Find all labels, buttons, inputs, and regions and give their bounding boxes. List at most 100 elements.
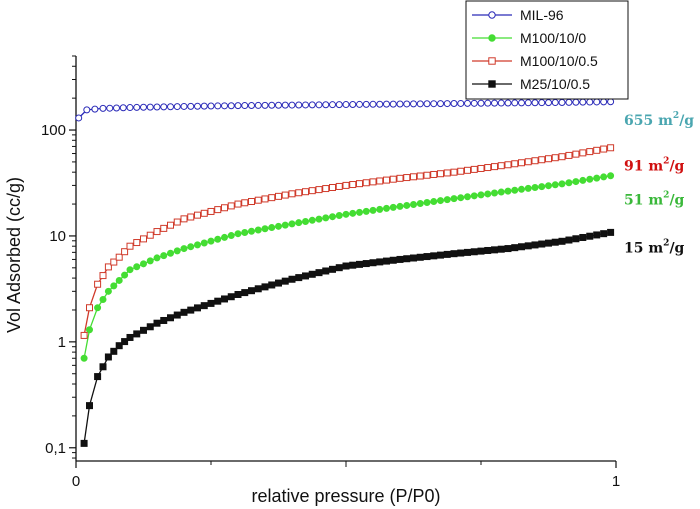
- data-point: [423, 253, 431, 261]
- data-point: [383, 176, 390, 184]
- data-point: [551, 238, 559, 246]
- data-point: [110, 282, 118, 290]
- legend-label: M100/10/0: [520, 30, 586, 46]
- data-point: [484, 99, 492, 107]
- data-point: [80, 354, 88, 362]
- data-point: [504, 99, 512, 107]
- data-point: [308, 101, 316, 109]
- data-point: [94, 304, 102, 312]
- data-point: [187, 243, 195, 251]
- y-tick-label: 10: [49, 228, 66, 245]
- data-point: [194, 241, 201, 249]
- data-point: [369, 178, 377, 186]
- data-point: [281, 101, 289, 109]
- data-point: [268, 224, 276, 232]
- data-point: [160, 103, 168, 111]
- data-point: [146, 257, 154, 265]
- x-tick-label: 0: [72, 473, 80, 490]
- data-point: [106, 104, 114, 112]
- data-point: [607, 144, 615, 152]
- data-point: [477, 164, 485, 172]
- data-point: [234, 200, 242, 208]
- data-point: [241, 199, 249, 207]
- data-point: [126, 242, 134, 250]
- data-point: [234, 230, 242, 238]
- data-point: [497, 245, 505, 253]
- data-point: [430, 170, 438, 178]
- data-point: [600, 230, 608, 238]
- data-point: [295, 189, 303, 197]
- data-point: [531, 184, 539, 192]
- annotations: 655 m2/g 91 m2/g 51 m2/g 15 m2/g: [624, 111, 694, 257]
- data-point: [268, 281, 276, 289]
- data-point: [538, 240, 546, 248]
- data-point: [160, 252, 168, 260]
- data-point: [600, 145, 608, 153]
- data-point: [586, 175, 594, 183]
- data-point: [600, 173, 608, 181]
- data-point: [579, 98, 587, 106]
- data-point: [593, 98, 601, 106]
- legend: MIL-96 M100/10/0 M100/10/0.5 M25/10/0.5: [465, 0, 629, 100]
- data-point: [275, 101, 282, 109]
- data-point: [389, 203, 397, 211]
- data-point: [518, 99, 525, 107]
- data-point: [133, 239, 141, 247]
- data-point: [457, 249, 465, 257]
- data-point: [153, 319, 161, 327]
- data-point: [207, 237, 215, 245]
- data-point: [200, 302, 208, 310]
- data-point: [167, 249, 174, 257]
- data-point: [423, 100, 431, 108]
- data-point: [214, 235, 222, 243]
- x-tick-label: 1: [612, 473, 620, 490]
- data-point: [558, 153, 566, 161]
- data-point: [518, 243, 525, 251]
- data-point: [518, 185, 525, 193]
- data-point: [586, 148, 594, 156]
- data-point: [221, 295, 228, 303]
- data-point: [470, 248, 478, 256]
- data-point: [173, 247, 181, 255]
- data-point: [126, 266, 134, 274]
- data-point: [261, 225, 269, 233]
- data-point: [180, 215, 188, 223]
- y-tick-label: 100: [41, 122, 66, 139]
- data-point: [194, 102, 201, 110]
- data-point: [110, 258, 118, 266]
- data-point: [241, 102, 249, 110]
- series-m100-10-0: [80, 172, 615, 362]
- data-point: [180, 245, 188, 253]
- data-point: [362, 100, 370, 108]
- data-point: [464, 248, 471, 256]
- data-point: [607, 228, 615, 236]
- series-m25-10-0-5: [80, 228, 615, 447]
- data-point: [281, 221, 289, 229]
- data-point: [261, 195, 269, 203]
- data-point: [349, 100, 357, 108]
- data-point: [221, 204, 228, 212]
- data-point: [214, 102, 222, 110]
- data-point: [383, 100, 390, 108]
- data-point: [538, 156, 546, 164]
- data-point: [565, 236, 573, 244]
- data-point: [524, 99, 532, 107]
- data-point: [207, 102, 215, 110]
- data-point: [335, 182, 343, 190]
- data-point: [140, 235, 147, 243]
- data-point: [464, 193, 471, 201]
- data-point: [221, 233, 228, 241]
- data-point: [342, 262, 350, 270]
- data-point: [295, 219, 303, 227]
- data-point: [396, 255, 404, 263]
- data-point: [214, 206, 222, 214]
- data-point: [430, 198, 438, 206]
- data-point: [593, 174, 601, 182]
- legend-swatch-marker: [488, 34, 496, 42]
- data-point: [423, 171, 431, 179]
- data-point: [356, 180, 363, 188]
- data-point: [430, 100, 438, 108]
- data-point: [497, 99, 505, 107]
- legend-item: M100/10/0: [472, 30, 586, 46]
- legend-label: MIL-96: [520, 7, 564, 23]
